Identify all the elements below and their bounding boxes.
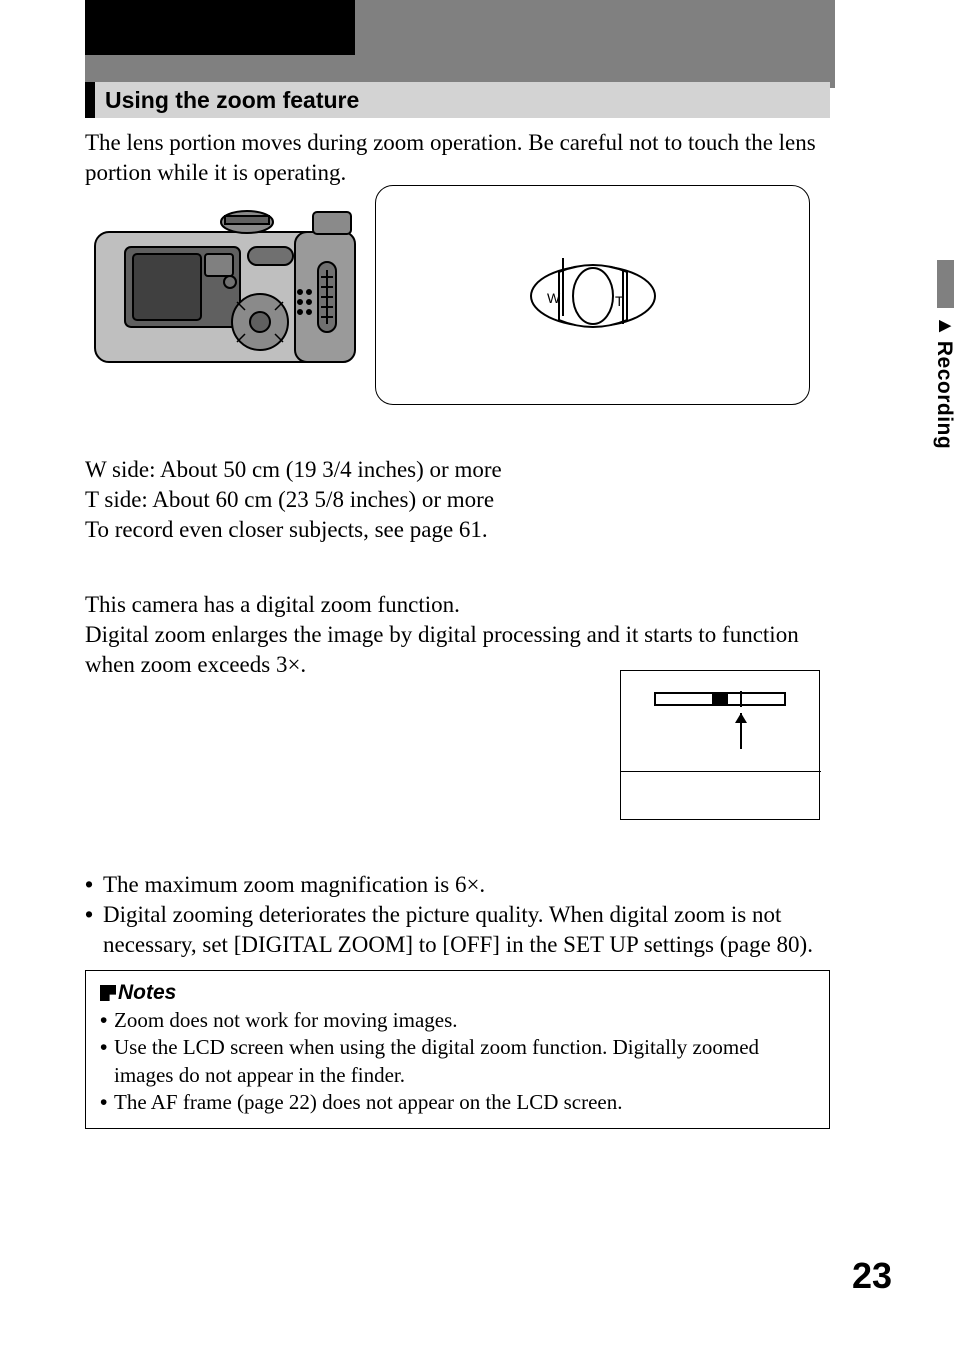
bullet-text: The maximum zoom magnification is 6×.	[103, 870, 485, 900]
zoom-bullet-list: • The maximum zoom magnification is 6×. …	[85, 870, 830, 960]
bullet-icon: •	[100, 1007, 114, 1034]
distance-info: W side: About 50 cm (19 3/4 inches) or m…	[85, 455, 830, 545]
side-tab-marker	[937, 260, 954, 308]
t-side-distance: T side: About 60 cm (23 5/8 inches) or m…	[85, 485, 830, 515]
section-title: Using the zoom feature	[105, 87, 359, 114]
digital-zoom-info: This camera has a digital zoom function.…	[85, 590, 830, 680]
notes-heading: Notes	[100, 981, 815, 1005]
header-bar-black	[85, 0, 355, 55]
note-text: The AF frame (page 22) does not appear o…	[114, 1089, 623, 1116]
notes-box: Notes • Zoom does not work for moving im…	[85, 970, 830, 1129]
note-text: Zoom does not work for moving images.	[114, 1007, 458, 1034]
intro-paragraph: The lens portion moves during zoom opera…	[85, 128, 830, 188]
zoom-button-figure: W T	[375, 185, 810, 405]
manual-page: ▶ Recording Using the zoom feature The l…	[0, 0, 954, 1357]
bullet-icon: •	[100, 1089, 114, 1116]
note-icon	[100, 985, 116, 1001]
bullet-text: Digital zooming deteriorates the picture…	[103, 900, 830, 960]
zoom-t-label: T	[615, 293, 624, 309]
side-tab-label: ▶ Recording	[932, 316, 954, 449]
camera-illustration	[85, 192, 365, 387]
section-title-bar: Using the zoom feature	[85, 82, 830, 118]
notes-list: • Zoom does not work for moving images. …	[100, 1007, 815, 1116]
bullet-icon: •	[100, 1034, 114, 1089]
figure-divider	[621, 771, 821, 772]
side-tab: ▶ Recording	[920, 260, 954, 455]
list-item: • Digital zooming deteriorates the pictu…	[85, 900, 830, 960]
zoom-w-label: W	[547, 290, 561, 306]
list-item: • The maximum zoom magnification is 6×.	[85, 870, 830, 900]
bullet-icon: •	[85, 870, 103, 900]
list-item: • The AF frame (page 22) does not appear…	[100, 1089, 815, 1116]
closer-subjects-ref: To record even closer subjects, see page…	[85, 515, 830, 545]
w-side-distance: W side: About 50 cm (19 3/4 inches) or m…	[85, 455, 830, 485]
triangle-icon: ▶	[936, 316, 953, 335]
list-item: • Use the LCD screen when using the digi…	[100, 1034, 815, 1089]
digital-zoom-line1: This camera has a digital zoom function.	[85, 590, 830, 620]
side-tab-text: Recording	[933, 341, 954, 449]
list-item: • Zoom does not work for moving images.	[100, 1007, 815, 1034]
bullet-icon: •	[85, 900, 103, 960]
notes-title-text: Notes	[118, 981, 176, 1005]
zoom-indicator-figure	[620, 670, 820, 820]
page-number: 23	[852, 1255, 892, 1297]
note-text: Use the LCD screen when using the digita…	[114, 1034, 815, 1089]
